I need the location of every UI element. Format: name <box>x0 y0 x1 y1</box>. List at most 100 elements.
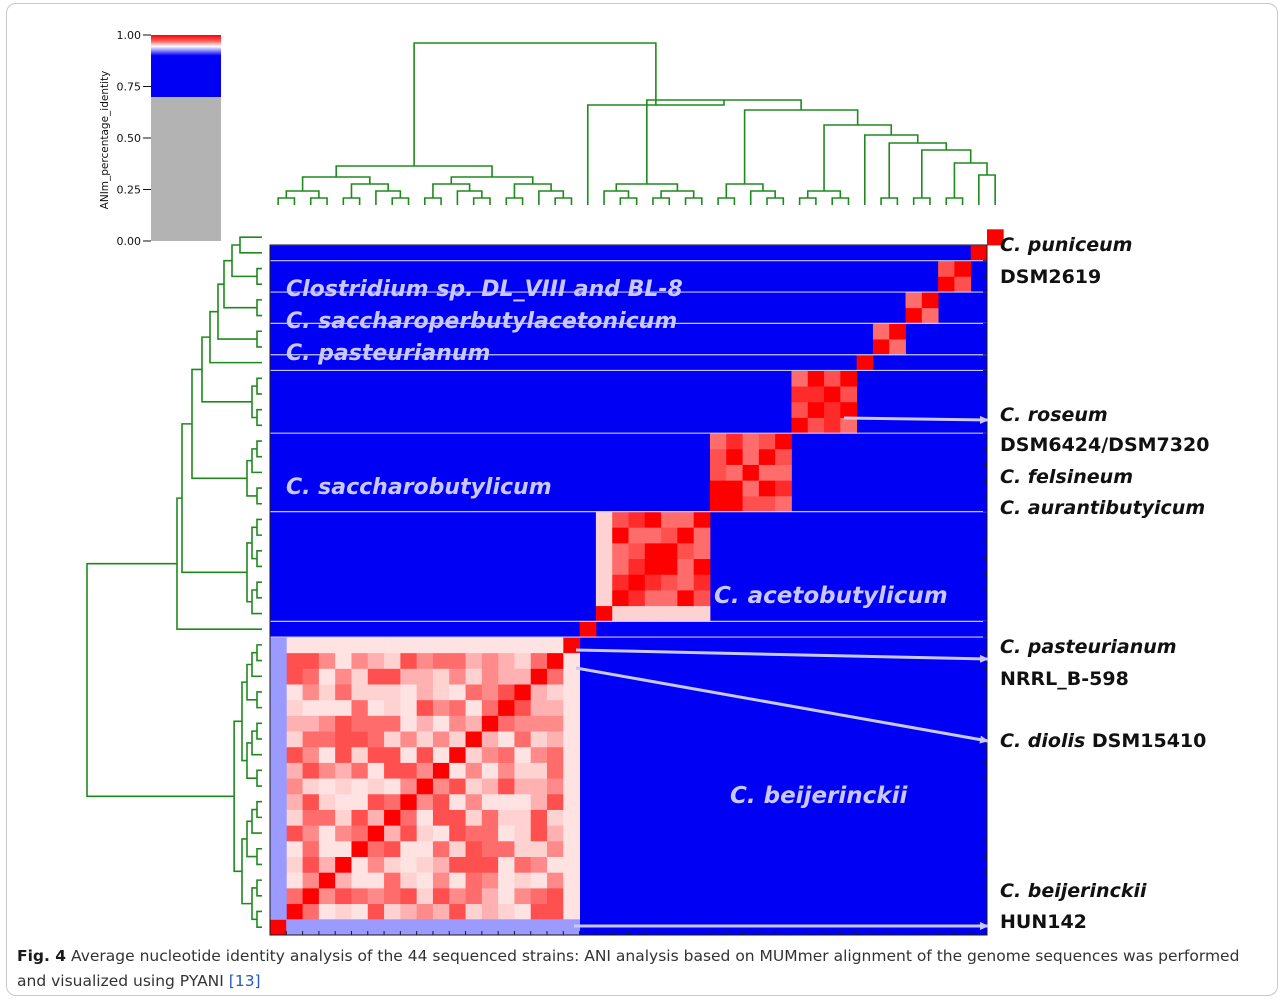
heatmap-cell <box>286 731 303 748</box>
heatmap-cell <box>400 715 418 732</box>
heatmap-cell <box>758 480 776 497</box>
label-c-felsineum: C. felsineum <box>1000 466 1133 488</box>
heatmap-cell <box>384 840 401 857</box>
heatmap-cell <box>286 856 303 873</box>
heatmap-cell <box>758 448 776 465</box>
heatmap-cell <box>595 574 613 591</box>
heatmap-cell <box>335 919 352 936</box>
heatmap-cell <box>432 809 450 826</box>
heatmap-cell <box>449 872 466 889</box>
label-nrrl-b-598: NRRL_B-598 <box>1000 668 1129 690</box>
heatmap-cell <box>530 825 548 842</box>
heatmap-cell <box>661 574 678 591</box>
heatmap-cell <box>335 699 352 716</box>
heatmap-cell <box>563 856 581 873</box>
heatmap-cell <box>612 542 629 560</box>
heatmap-cell <box>563 840 581 857</box>
heatmap-cell <box>547 919 564 936</box>
heatmap-cell <box>563 778 581 795</box>
heatmap-cell <box>400 684 418 701</box>
heatmap-cell <box>726 480 743 497</box>
heatmap-cell <box>498 840 515 857</box>
heatmap-cell <box>612 574 629 591</box>
heatmap-cell <box>514 746 532 763</box>
heatmap-cell <box>530 762 548 779</box>
heatmap-cell <box>302 652 320 669</box>
heatmap-cell <box>270 668 287 685</box>
heatmap-cell <box>400 887 418 905</box>
heatmap-cell <box>514 684 532 701</box>
heatmap-cell <box>400 919 418 936</box>
heatmap-cell <box>563 731 581 748</box>
heatmap-cell <box>530 637 548 654</box>
overlay-label-saccharoperbutylacetonicum: C. saccharoperbutylacetonicum <box>286 309 677 334</box>
heatmap-cell <box>351 919 369 936</box>
dendrogram-branch <box>233 720 242 873</box>
heatmap-cell <box>677 605 695 622</box>
heatmap-cell <box>791 401 809 418</box>
heatmap-cell <box>449 840 466 857</box>
heatmap-cell <box>367 684 385 701</box>
heatmap-cell <box>644 590 662 607</box>
ani-heatmap-figure: 0.00 0.25 0.50 0.75 1.00 ANIm_percentage_ide… <box>86 29 1004 936</box>
heatmap-cell <box>465 637 483 654</box>
heatmap-cell <box>498 699 515 716</box>
heatmap-cell <box>481 872 499 889</box>
heatmap-cell <box>530 778 548 795</box>
heatmap-cell <box>400 856 418 873</box>
heatmap-cell <box>384 762 401 779</box>
heatmap-cell <box>547 731 564 748</box>
arrow-roseum <box>843 415 989 424</box>
heatmap-cell <box>400 637 418 654</box>
caption-reference-link[interactable]: [13] <box>228 972 261 990</box>
dendrogram-branch <box>256 267 262 286</box>
heatmap-cell <box>351 887 369 905</box>
heatmap-cell <box>726 448 743 465</box>
heatmap-cell <box>595 558 613 575</box>
heatmap-cell <box>335 840 352 857</box>
heatmap-cell <box>709 495 727 512</box>
heatmap-cell <box>318 715 336 732</box>
heatmap-cell <box>400 746 418 763</box>
heatmap-cell <box>367 903 385 920</box>
dendrogram-branch <box>256 581 262 599</box>
heatmap-cell <box>709 433 727 450</box>
dendrogram-branch <box>223 259 257 309</box>
heatmap-cell <box>677 527 695 544</box>
top-dendrogram <box>277 42 996 205</box>
dendrogram-branch <box>717 197 736 205</box>
heatmap-cell <box>628 527 646 544</box>
heatmap-cell <box>367 731 385 748</box>
heatmap-cell <box>807 386 825 403</box>
heatmap-cell <box>335 825 352 842</box>
heatmap-cell <box>465 668 483 685</box>
dendrogram-branch <box>335 165 493 177</box>
heatmap-cell <box>481 762 499 779</box>
heatmap-cell <box>416 668 434 685</box>
dendrogram-branch <box>978 174 996 205</box>
heatmap-cell <box>367 793 385 810</box>
heatmap-cell <box>840 417 858 434</box>
heatmap-cell <box>921 307 939 324</box>
heatmap-cell <box>302 825 320 842</box>
heatmap-cell <box>547 840 564 857</box>
heatmap-cell <box>384 825 401 842</box>
heatmap-cell <box>824 417 841 434</box>
heatmap-cell <box>367 746 385 763</box>
dendrogram-branch <box>256 518 262 536</box>
heatmap-cell <box>612 605 629 622</box>
heatmap-cell <box>628 542 646 560</box>
heatmap-cell <box>693 542 711 560</box>
heatmap-cell <box>498 887 515 905</box>
heatmap-cell <box>840 370 858 387</box>
heatmap-cell <box>465 793 483 810</box>
heatmap-cell <box>432 887 450 905</box>
heatmap-cell <box>449 778 466 795</box>
heatmap-cell <box>840 386 858 403</box>
heatmap-cell <box>693 558 711 575</box>
heatmap-cell <box>807 401 825 418</box>
heatmap-cell <box>351 840 369 857</box>
heatmap-cell <box>547 668 564 685</box>
heatmap-cell <box>921 292 939 309</box>
heatmap-cell <box>270 872 287 889</box>
